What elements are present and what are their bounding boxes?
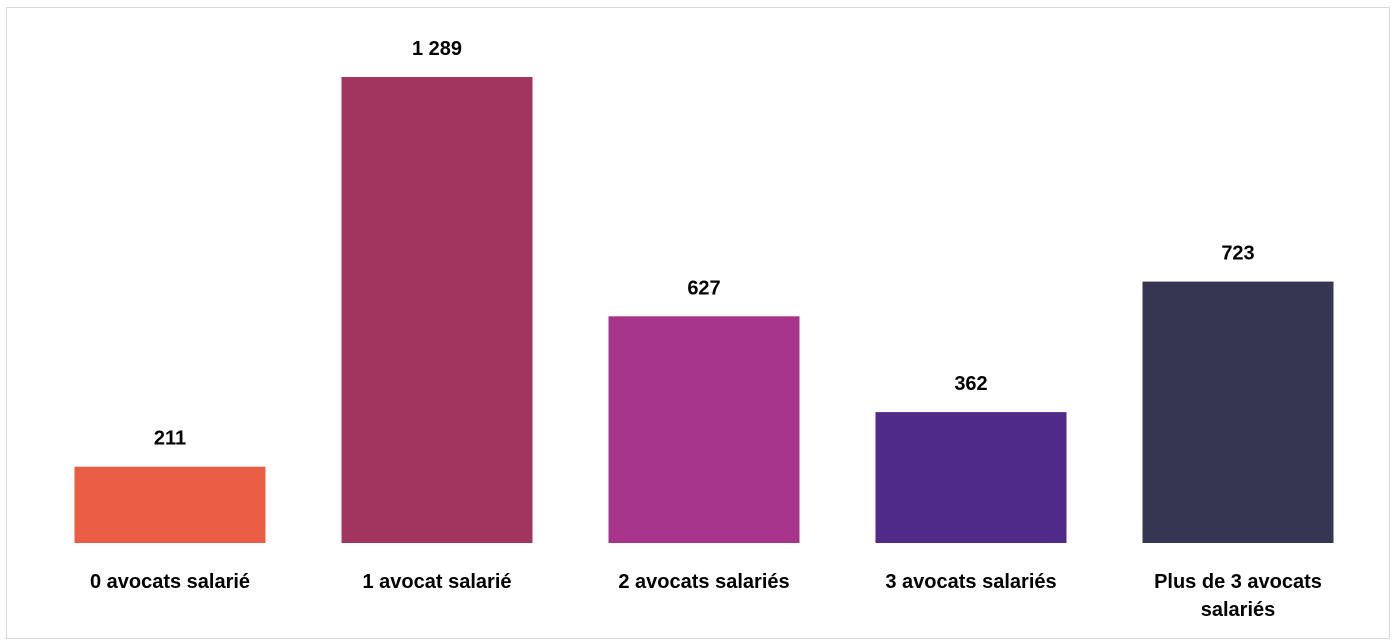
category-label-0: 0 avocats salarié [90, 571, 250, 593]
bar-1 [341, 77, 533, 543]
bar-3 [875, 412, 1067, 543]
category-label-4: Plus de 3 avocats salariés [1154, 571, 1322, 621]
value-labels-layer: 211 1 289 627 362 723 [154, 38, 1255, 450]
value-label-3: 362 [954, 373, 987, 395]
category-label-4-line-1: salariés [1201, 599, 1276, 621]
bars-layer [74, 77, 1334, 543]
value-label-4: 723 [1221, 243, 1254, 265]
bar-0 [74, 466, 266, 543]
value-label-0: 211 [154, 428, 186, 450]
category-label-0-line-0: 0 avocats salarié [90, 571, 250, 593]
bar-4 [1142, 281, 1334, 543]
category-label-3-line-0: 3 avocats salariés [885, 571, 1056, 593]
category-labels-layer: 0 avocats salarié 1 avocat salarié 2 avoca… [90, 571, 1322, 621]
category-label-1: 1 avocat salarié [363, 571, 512, 593]
category-label-1-line-0: 1 avocat salarié [363, 571, 512, 593]
category-label-2-line-0: 2 avocats salariés [618, 571, 789, 593]
value-label-2: 627 [687, 277, 720, 299]
category-label-2: 2 avocats salariés [618, 571, 789, 593]
category-label-4-line-0: Plus de 3 avocats [1154, 571, 1322, 593]
value-label-1: 1 289 [412, 38, 462, 60]
bar-2 [608, 316, 800, 543]
category-label-3: 3 avocats salariés [885, 571, 1056, 593]
